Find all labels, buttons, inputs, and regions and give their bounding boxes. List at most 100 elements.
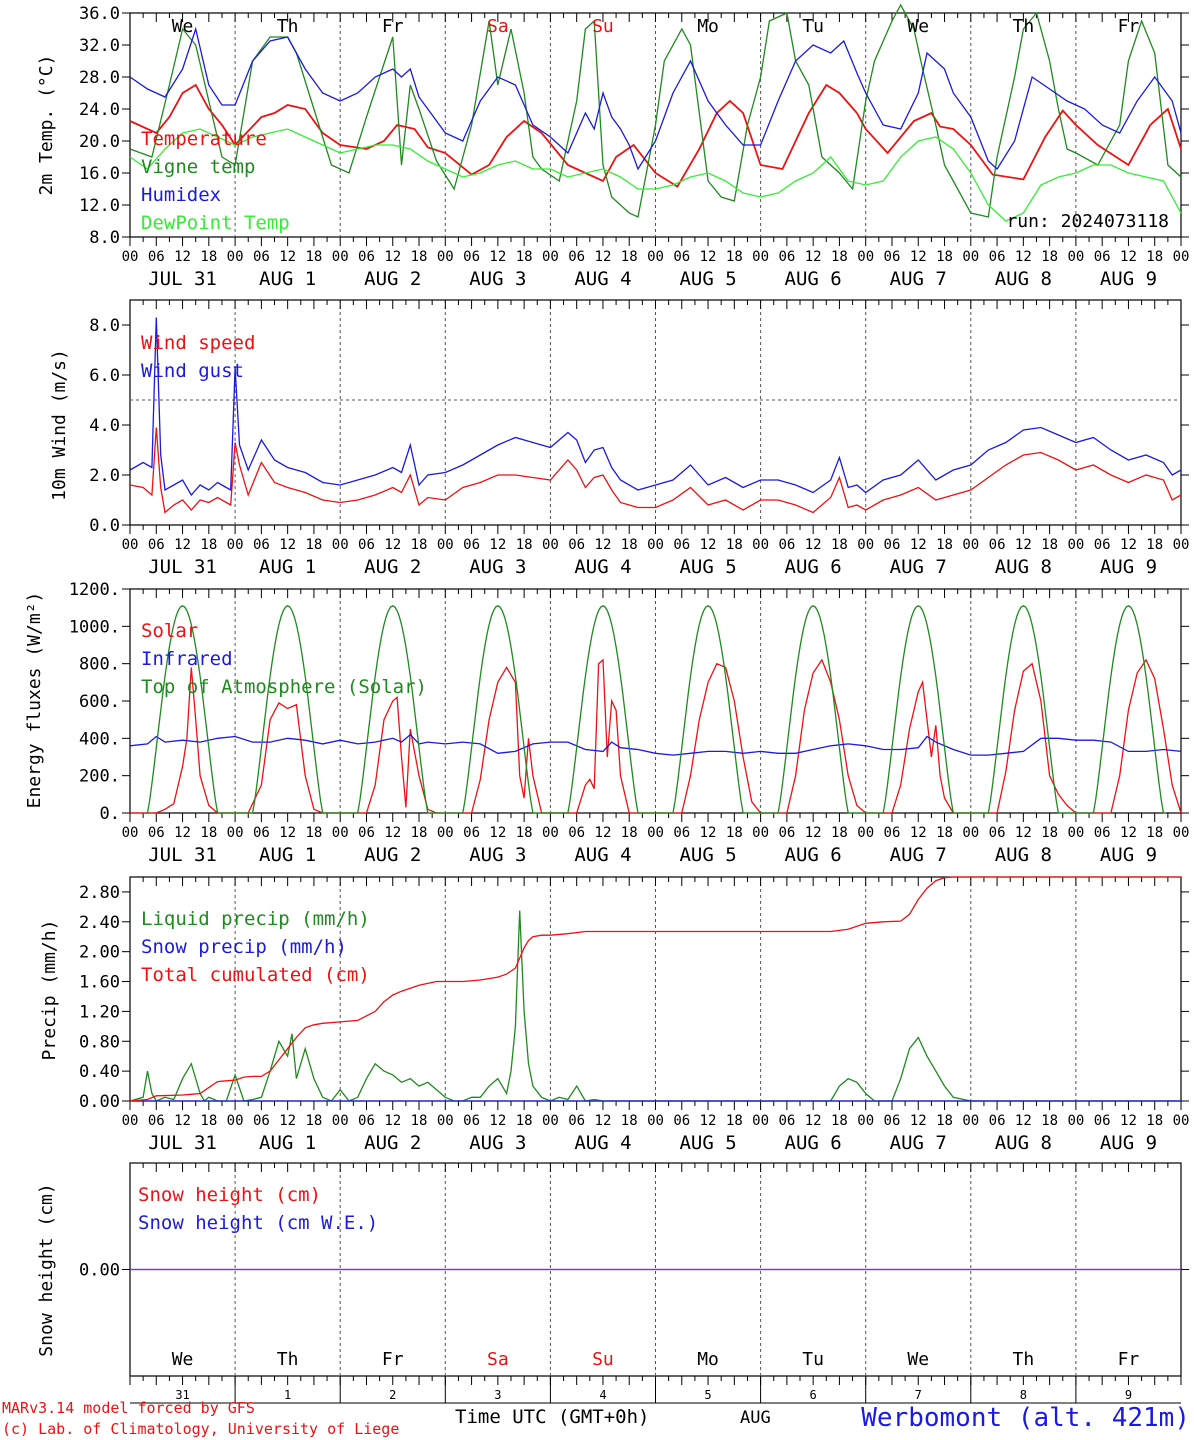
wind-hour-label: 06 <box>673 537 690 553</box>
wind-legend-entry: Wind speed <box>141 332 255 354</box>
precip-hour-label: 00 <box>437 1113 454 1129</box>
energy-legend-entry: Infrared <box>141 648 233 670</box>
wind-hour-label: 00 <box>332 537 349 553</box>
wind-hour-label: 12 <box>910 537 927 553</box>
temp-hour-label: 06 <box>568 249 585 265</box>
wind-date-label: AUG 2 <box>364 556 421 578</box>
wind-date-label: AUG 5 <box>679 556 736 578</box>
snow-y-tick-label: 0.00 <box>79 1261 120 1281</box>
wind-date-label: AUG 4 <box>574 556 631 578</box>
wind-hour-label: 18 <box>831 537 848 553</box>
wind-hour-label: 00 <box>437 537 454 553</box>
precip-y-tick-label: 0.80 <box>79 1032 120 1052</box>
temp-hour-label: 06 <box>148 249 165 265</box>
temp-hour-label: 12 <box>805 249 822 265</box>
temp-series-line-2 <box>129 26 1182 171</box>
wind-hour-label: 12 <box>595 537 612 553</box>
precip-date-label: AUG 3 <box>469 1132 526 1154</box>
temp-hour-label: 12 <box>489 249 506 265</box>
precip-hour-label: 06 <box>1094 1113 1111 1129</box>
temp-hour-label: 12 <box>384 249 401 265</box>
snow-weekday-label: Fr <box>382 1349 404 1370</box>
energy-y-axis-label: Energy fluxes (W/m²) <box>24 592 45 809</box>
wind-hour-label: 06 <box>253 537 270 553</box>
energy-date-label: AUG 3 <box>469 844 526 866</box>
wind-hour-label: 12 <box>489 537 506 553</box>
wind-y-tick-label: 6.0 <box>89 366 120 386</box>
temp-hour-label: 06 <box>358 249 375 265</box>
wind-hour-label: 06 <box>884 537 901 553</box>
energy-hour-label: 06 <box>463 825 480 841</box>
temp-weekday-label: We <box>907 16 929 37</box>
temp-hour-label: 00 <box>542 249 559 265</box>
temp-hour-label: 00 <box>1173 249 1190 265</box>
temp-hour-label: 18 <box>726 249 743 265</box>
precip-y-tick-label: 0.40 <box>79 1062 120 1082</box>
footer-month: AUG <box>740 1408 771 1428</box>
snow-day-number: 1 <box>284 1388 291 1402</box>
energy-hour-label: 00 <box>1173 825 1190 841</box>
panel-precip: 00 06 12 18 JUL 31 00 06 12 18 AUG 1 00 06 12 18 AUG 2… <box>39 876 1189 1154</box>
precip-y-tick-label: 0.00 <box>79 1092 120 1112</box>
temp-hour-label: 18 <box>621 249 638 265</box>
temp-series-line-1 <box>129 3 1182 218</box>
wind-series-line-0 <box>129 427 1182 514</box>
temp-y-tick-label: 36.0 <box>79 4 120 24</box>
temp-hour-label: 06 <box>989 249 1006 265</box>
energy-hour-label: 06 <box>673 825 690 841</box>
snow-weekday-label: Th <box>1013 1349 1035 1370</box>
wind-hour-label: 18 <box>516 537 533 553</box>
snow-day-number: 2 <box>389 1388 396 1402</box>
precip-hour-label: 12 <box>279 1113 296 1129</box>
wind-hour-label: 18 <box>200 537 217 553</box>
wind-series-line-1 <box>129 317 1182 497</box>
energy-hour-label: 06 <box>148 825 165 841</box>
precip-hour-label: 18 <box>305 1113 322 1129</box>
wind-frame <box>129 299 1182 526</box>
temp-legend-entry: Vigne temp <box>141 156 255 178</box>
temp-series-line-0 <box>129 83 1182 188</box>
temp-hour-label: 18 <box>936 249 953 265</box>
temp-date-label: JUL 31 <box>148 268 217 290</box>
energy-date-label: AUG 2 <box>364 844 421 866</box>
energy-hour-label: 06 <box>989 825 1006 841</box>
snow-weekday-label: Th <box>277 1349 299 1370</box>
energy-date-label: AUG 6 <box>785 844 842 866</box>
temp-y-tick-label: 16.0 <box>79 164 120 184</box>
wind-y-tick-label: 0.0 <box>89 516 120 536</box>
precip-y-tick-label: 1.20 <box>79 1002 120 1022</box>
energy-hour-label: 18 <box>1146 825 1163 841</box>
energy-hour-label: 12 <box>384 825 401 841</box>
wind-hour-label: 00 <box>962 537 979 553</box>
temp-hour-label: 00 <box>227 249 244 265</box>
precip-hour-label: 18 <box>831 1113 848 1129</box>
temp-date-label: AUG 5 <box>679 268 736 290</box>
energy-y-tick-label: 1000. <box>69 617 120 637</box>
precip-hour-label: 06 <box>358 1113 375 1129</box>
temp-hour-label: 12 <box>1015 249 1032 265</box>
snow-day-number: 6 <box>810 1388 817 1402</box>
precip-hour-label: 12 <box>910 1113 927 1129</box>
temp-hour-label: 12 <box>279 249 296 265</box>
energy-hour-label: 12 <box>700 825 717 841</box>
energy-hour-label: 06 <box>358 825 375 841</box>
precip-date-label: AUG 7 <box>890 1132 947 1154</box>
temp-hour-label: 06 <box>778 249 795 265</box>
precip-hour-label: 18 <box>1146 1113 1163 1129</box>
precip-date-label: AUG 8 <box>995 1132 1052 1154</box>
wind-hour-label: 06 <box>568 537 585 553</box>
wind-hour-label: 00 <box>1067 537 1084 553</box>
wind-date-label: AUG 1 <box>259 556 316 578</box>
precip-hour-label: 00 <box>122 1113 139 1129</box>
precip-hour-label: 18 <box>726 1113 743 1129</box>
energy-legend-entry: Solar <box>141 620 198 642</box>
precip-hour-label: 18 <box>200 1113 217 1129</box>
temp-weekday-label: Sa <box>487 16 509 37</box>
precip-hour-label: 00 <box>332 1113 349 1129</box>
wind-hour-label: 00 <box>647 537 664 553</box>
energy-hour-label: 18 <box>1041 825 1058 841</box>
precip-hour-label: 00 <box>647 1113 664 1129</box>
precip-hour-label: 12 <box>174 1113 191 1129</box>
temp-hour-label: 00 <box>437 249 454 265</box>
wind-hour-label: 18 <box>411 537 428 553</box>
